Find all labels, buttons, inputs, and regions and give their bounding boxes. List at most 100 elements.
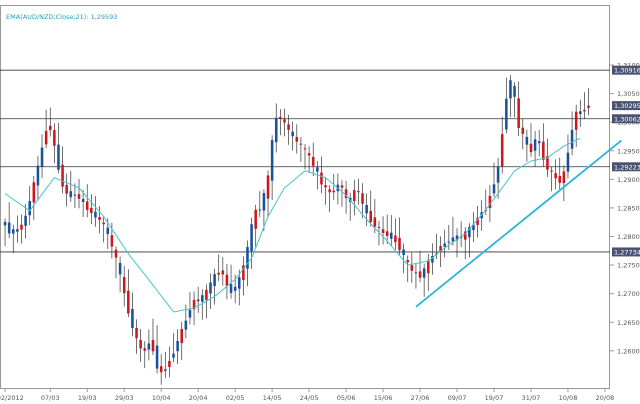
candle-body — [122, 277, 126, 294]
candle-body — [439, 246, 442, 253]
y-tick-label: 1,2650 — [617, 319, 640, 327]
x-tick-label: 09/07 — [448, 394, 467, 402]
x-tick-label: 19/07 — [485, 394, 504, 402]
candle-body — [422, 268, 426, 278]
candle-body — [447, 241, 451, 243]
candle-body — [209, 282, 212, 294]
candle-body — [451, 237, 455, 242]
candle-body — [320, 172, 323, 185]
candle-body — [299, 143, 303, 145]
candle-body — [443, 243, 446, 247]
candle-body — [426, 260, 430, 274]
candle-body — [139, 340, 142, 349]
y-tick-label: 1,2750 — [617, 262, 640, 270]
candle-body — [11, 229, 15, 234]
candle-body — [262, 193, 266, 211]
candle-body — [525, 136, 529, 145]
candle-body — [102, 222, 105, 225]
candle-body — [291, 131, 294, 137]
candle-body — [377, 226, 381, 228]
candle-body — [463, 231, 467, 240]
level-tag — [612, 247, 640, 257]
y-tick-label: 1,2800 — [617, 233, 640, 241]
ema-line — [4, 137, 581, 313]
candle-body — [176, 341, 179, 352]
level-tag — [612, 162, 640, 172]
candle-body — [529, 143, 533, 153]
candle-body — [287, 124, 290, 130]
candle-body — [406, 260, 409, 263]
candle-body — [410, 265, 414, 271]
candle-body — [127, 290, 130, 314]
candle-body — [550, 170, 553, 172]
y-tick-label: 1,2700 — [617, 290, 640, 298]
candle-body — [44, 130, 48, 145]
candle-body — [373, 217, 377, 227]
candle-body — [151, 339, 155, 352]
level-tag — [612, 114, 640, 124]
candle-body — [90, 207, 93, 214]
candles — [3, 74, 590, 385]
candle-body — [381, 229, 385, 233]
candle-body — [468, 227, 471, 238]
candle-body — [365, 204, 368, 214]
candle-body — [172, 353, 175, 358]
candle-body — [114, 249, 118, 258]
candle-body — [562, 171, 566, 184]
candle-body — [81, 199, 85, 202]
candle-body — [217, 272, 220, 275]
candle-body — [85, 201, 89, 210]
x-tick-label: 10/04 — [152, 394, 171, 402]
x-tick-label: 02/05 — [226, 394, 245, 402]
candle-body — [180, 329, 184, 344]
candle-body — [307, 153, 311, 156]
candle-body — [135, 328, 138, 339]
candle-body — [500, 134, 504, 167]
level-tag-label: 1,30062 — [614, 115, 640, 123]
candle-body — [554, 173, 557, 179]
x-tick-label: 07/03 — [41, 394, 60, 402]
candle-body — [184, 320, 188, 330]
candle-body — [213, 274, 216, 287]
candle-body — [361, 193, 364, 204]
plot-frame — [0, 5, 610, 389]
candle-body — [188, 309, 192, 318]
candle-body — [509, 80, 512, 99]
y-tick-label: 1,2950 — [617, 147, 640, 155]
level-tag-label: 1,29223 — [614, 163, 640, 171]
candle-body — [28, 201, 31, 216]
candle-body — [98, 217, 101, 220]
candle-body — [505, 98, 508, 130]
candle-body — [303, 148, 307, 150]
candle-body — [48, 125, 52, 131]
candle-body — [546, 156, 549, 170]
candle-body — [159, 366, 163, 373]
x-tick-label: 21/02/2012 — [0, 394, 24, 402]
candle-body — [69, 191, 73, 198]
candle-body — [357, 191, 360, 193]
candle-body — [496, 166, 500, 183]
trendline-layer — [415, 139, 622, 308]
candle-body — [537, 141, 541, 144]
level-tag-label: 1,27734 — [614, 248, 640, 256]
x-tick-label: 27/06 — [411, 394, 430, 402]
last-price-label: 1,30295 — [614, 102, 640, 110]
candle-body — [513, 85, 516, 97]
candle-body — [583, 109, 586, 112]
candle-body — [168, 360, 171, 367]
candle-body — [542, 141, 545, 160]
candle-body — [20, 224, 23, 230]
candle-body — [254, 209, 257, 229]
candle-body — [369, 210, 373, 223]
candle-body — [353, 190, 356, 202]
candle-body — [579, 111, 582, 114]
y-tick-label: 1,2600 — [617, 347, 640, 355]
candle-body — [110, 235, 114, 247]
price-markers: 1,30916 1,30062 1,29223 1,27734 1,30295 — [612, 65, 640, 257]
candle-body — [283, 119, 286, 123]
candle-body — [316, 167, 319, 172]
candle-body — [517, 98, 520, 128]
